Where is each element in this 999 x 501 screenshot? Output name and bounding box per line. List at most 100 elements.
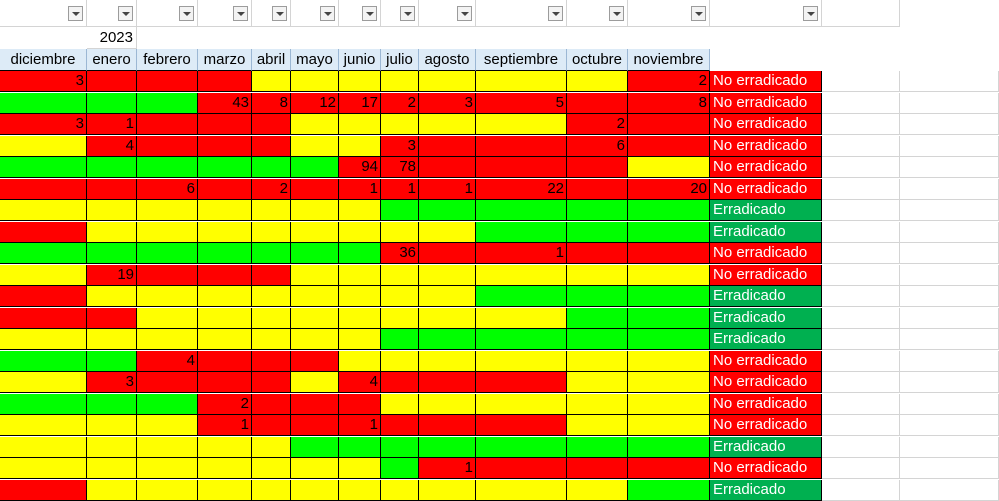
status-cell[interactable]: Erradicado: [710, 308, 822, 329]
data-cell[interactable]: [476, 308, 567, 329]
data-cell[interactable]: [381, 372, 419, 393]
data-cell[interactable]: [339, 351, 381, 372]
data-cell[interactable]: [567, 93, 628, 114]
status-cell[interactable]: No erradicado: [710, 265, 822, 286]
data-cell[interactable]: [381, 480, 419, 501]
data-cell[interactable]: [381, 114, 419, 135]
data-cell[interactable]: [291, 157, 339, 178]
data-cell[interactable]: [476, 286, 567, 307]
data-cell[interactable]: [0, 372, 87, 393]
data-cell[interactable]: [87, 200, 137, 221]
filter-dropdown-button[interactable]: [118, 6, 133, 21]
filter-dropdown-button[interactable]: [691, 6, 706, 21]
data-cell[interactable]: [198, 222, 252, 243]
data-cell[interactable]: [419, 394, 476, 415]
data-cell[interactable]: [381, 329, 419, 350]
data-cell[interactable]: 2: [567, 114, 628, 135]
data-cell[interactable]: [381, 437, 419, 458]
data-cell[interactable]: 6: [137, 179, 198, 200]
data-cell[interactable]: 5: [476, 93, 567, 114]
data-cell[interactable]: 8: [628, 93, 710, 114]
data-cell[interactable]: [137, 93, 198, 114]
data-cell[interactable]: [87, 71, 137, 92]
data-cell[interactable]: [291, 329, 339, 350]
empty-cell[interactable]: [900, 351, 999, 372]
data-cell[interactable]: [419, 157, 476, 178]
data-cell[interactable]: [628, 114, 710, 135]
empty-cell[interactable]: [822, 329, 900, 350]
data-cell[interactable]: [567, 351, 628, 372]
data-cell[interactable]: [252, 243, 291, 264]
data-cell[interactable]: [291, 394, 339, 415]
data-cell[interactable]: [137, 243, 198, 264]
data-cell[interactable]: [476, 329, 567, 350]
data-cell[interactable]: [252, 308, 291, 329]
empty-cell[interactable]: [822, 308, 900, 329]
data-cell[interactable]: [198, 265, 252, 286]
data-cell[interactable]: [87, 394, 137, 415]
data-cell[interactable]: [137, 372, 198, 393]
data-cell[interactable]: [0, 243, 87, 264]
data-cell[interactable]: [252, 372, 291, 393]
data-cell[interactable]: [291, 265, 339, 286]
data-cell[interactable]: [476, 394, 567, 415]
data-cell[interactable]: [87, 286, 137, 307]
filter-dropdown-button[interactable]: [803, 6, 818, 21]
status-cell[interactable]: Erradicado: [710, 200, 822, 221]
data-cell[interactable]: 3: [0, 71, 87, 92]
data-cell[interactable]: [628, 243, 710, 264]
data-cell[interactable]: 36: [381, 243, 419, 264]
empty-cell[interactable]: [900, 200, 999, 221]
status-cell[interactable]: No erradicado: [710, 394, 822, 415]
data-cell[interactable]: [0, 415, 87, 436]
empty-cell[interactable]: [822, 437, 900, 458]
filter-dropdown-button[interactable]: [457, 6, 472, 21]
data-cell[interactable]: [567, 265, 628, 286]
data-cell[interactable]: [0, 93, 87, 114]
data-cell[interactable]: [628, 415, 710, 436]
data-cell[interactable]: [137, 136, 198, 157]
data-cell[interactable]: [291, 114, 339, 135]
data-cell[interactable]: [567, 179, 628, 200]
data-cell[interactable]: [198, 179, 252, 200]
data-cell[interactable]: [381, 415, 419, 436]
empty-cell[interactable]: [822, 286, 900, 307]
filter-dropdown-button[interactable]: [548, 6, 563, 21]
data-cell[interactable]: 2: [381, 93, 419, 114]
data-cell[interactable]: [291, 308, 339, 329]
data-cell[interactable]: 4: [137, 351, 198, 372]
data-cell[interactable]: 1: [381, 179, 419, 200]
data-cell[interactable]: [291, 243, 339, 264]
data-cell[interactable]: [339, 114, 381, 135]
data-cell[interactable]: [628, 286, 710, 307]
data-cell[interactable]: 1: [419, 179, 476, 200]
data-cell[interactable]: [476, 437, 567, 458]
data-cell[interactable]: [137, 286, 198, 307]
data-cell[interactable]: [252, 286, 291, 307]
empty-cell[interactable]: [900, 93, 999, 114]
data-cell[interactable]: [339, 243, 381, 264]
data-cell[interactable]: [252, 136, 291, 157]
empty-cell[interactable]: [822, 480, 900, 501]
data-cell[interactable]: 12: [291, 93, 339, 114]
data-cell[interactable]: [87, 222, 137, 243]
data-cell[interactable]: [137, 265, 198, 286]
empty-cell[interactable]: [900, 437, 999, 458]
data-cell[interactable]: [339, 394, 381, 415]
data-cell[interactable]: 1: [419, 458, 476, 479]
data-cell[interactable]: [291, 437, 339, 458]
data-cell[interactable]: [252, 480, 291, 501]
data-cell[interactable]: [339, 265, 381, 286]
empty-cell[interactable]: [900, 415, 999, 436]
data-cell[interactable]: [137, 222, 198, 243]
status-cell[interactable]: Erradicado: [710, 286, 822, 307]
data-cell[interactable]: [628, 458, 710, 479]
data-cell[interactable]: [476, 222, 567, 243]
data-cell[interactable]: [419, 329, 476, 350]
data-cell[interactable]: 4: [87, 136, 137, 157]
data-cell[interactable]: [137, 329, 198, 350]
data-cell[interactable]: [291, 415, 339, 436]
empty-cell[interactable]: [900, 394, 999, 415]
filter-dropdown-button[interactable]: [320, 6, 335, 21]
data-cell[interactable]: [628, 351, 710, 372]
